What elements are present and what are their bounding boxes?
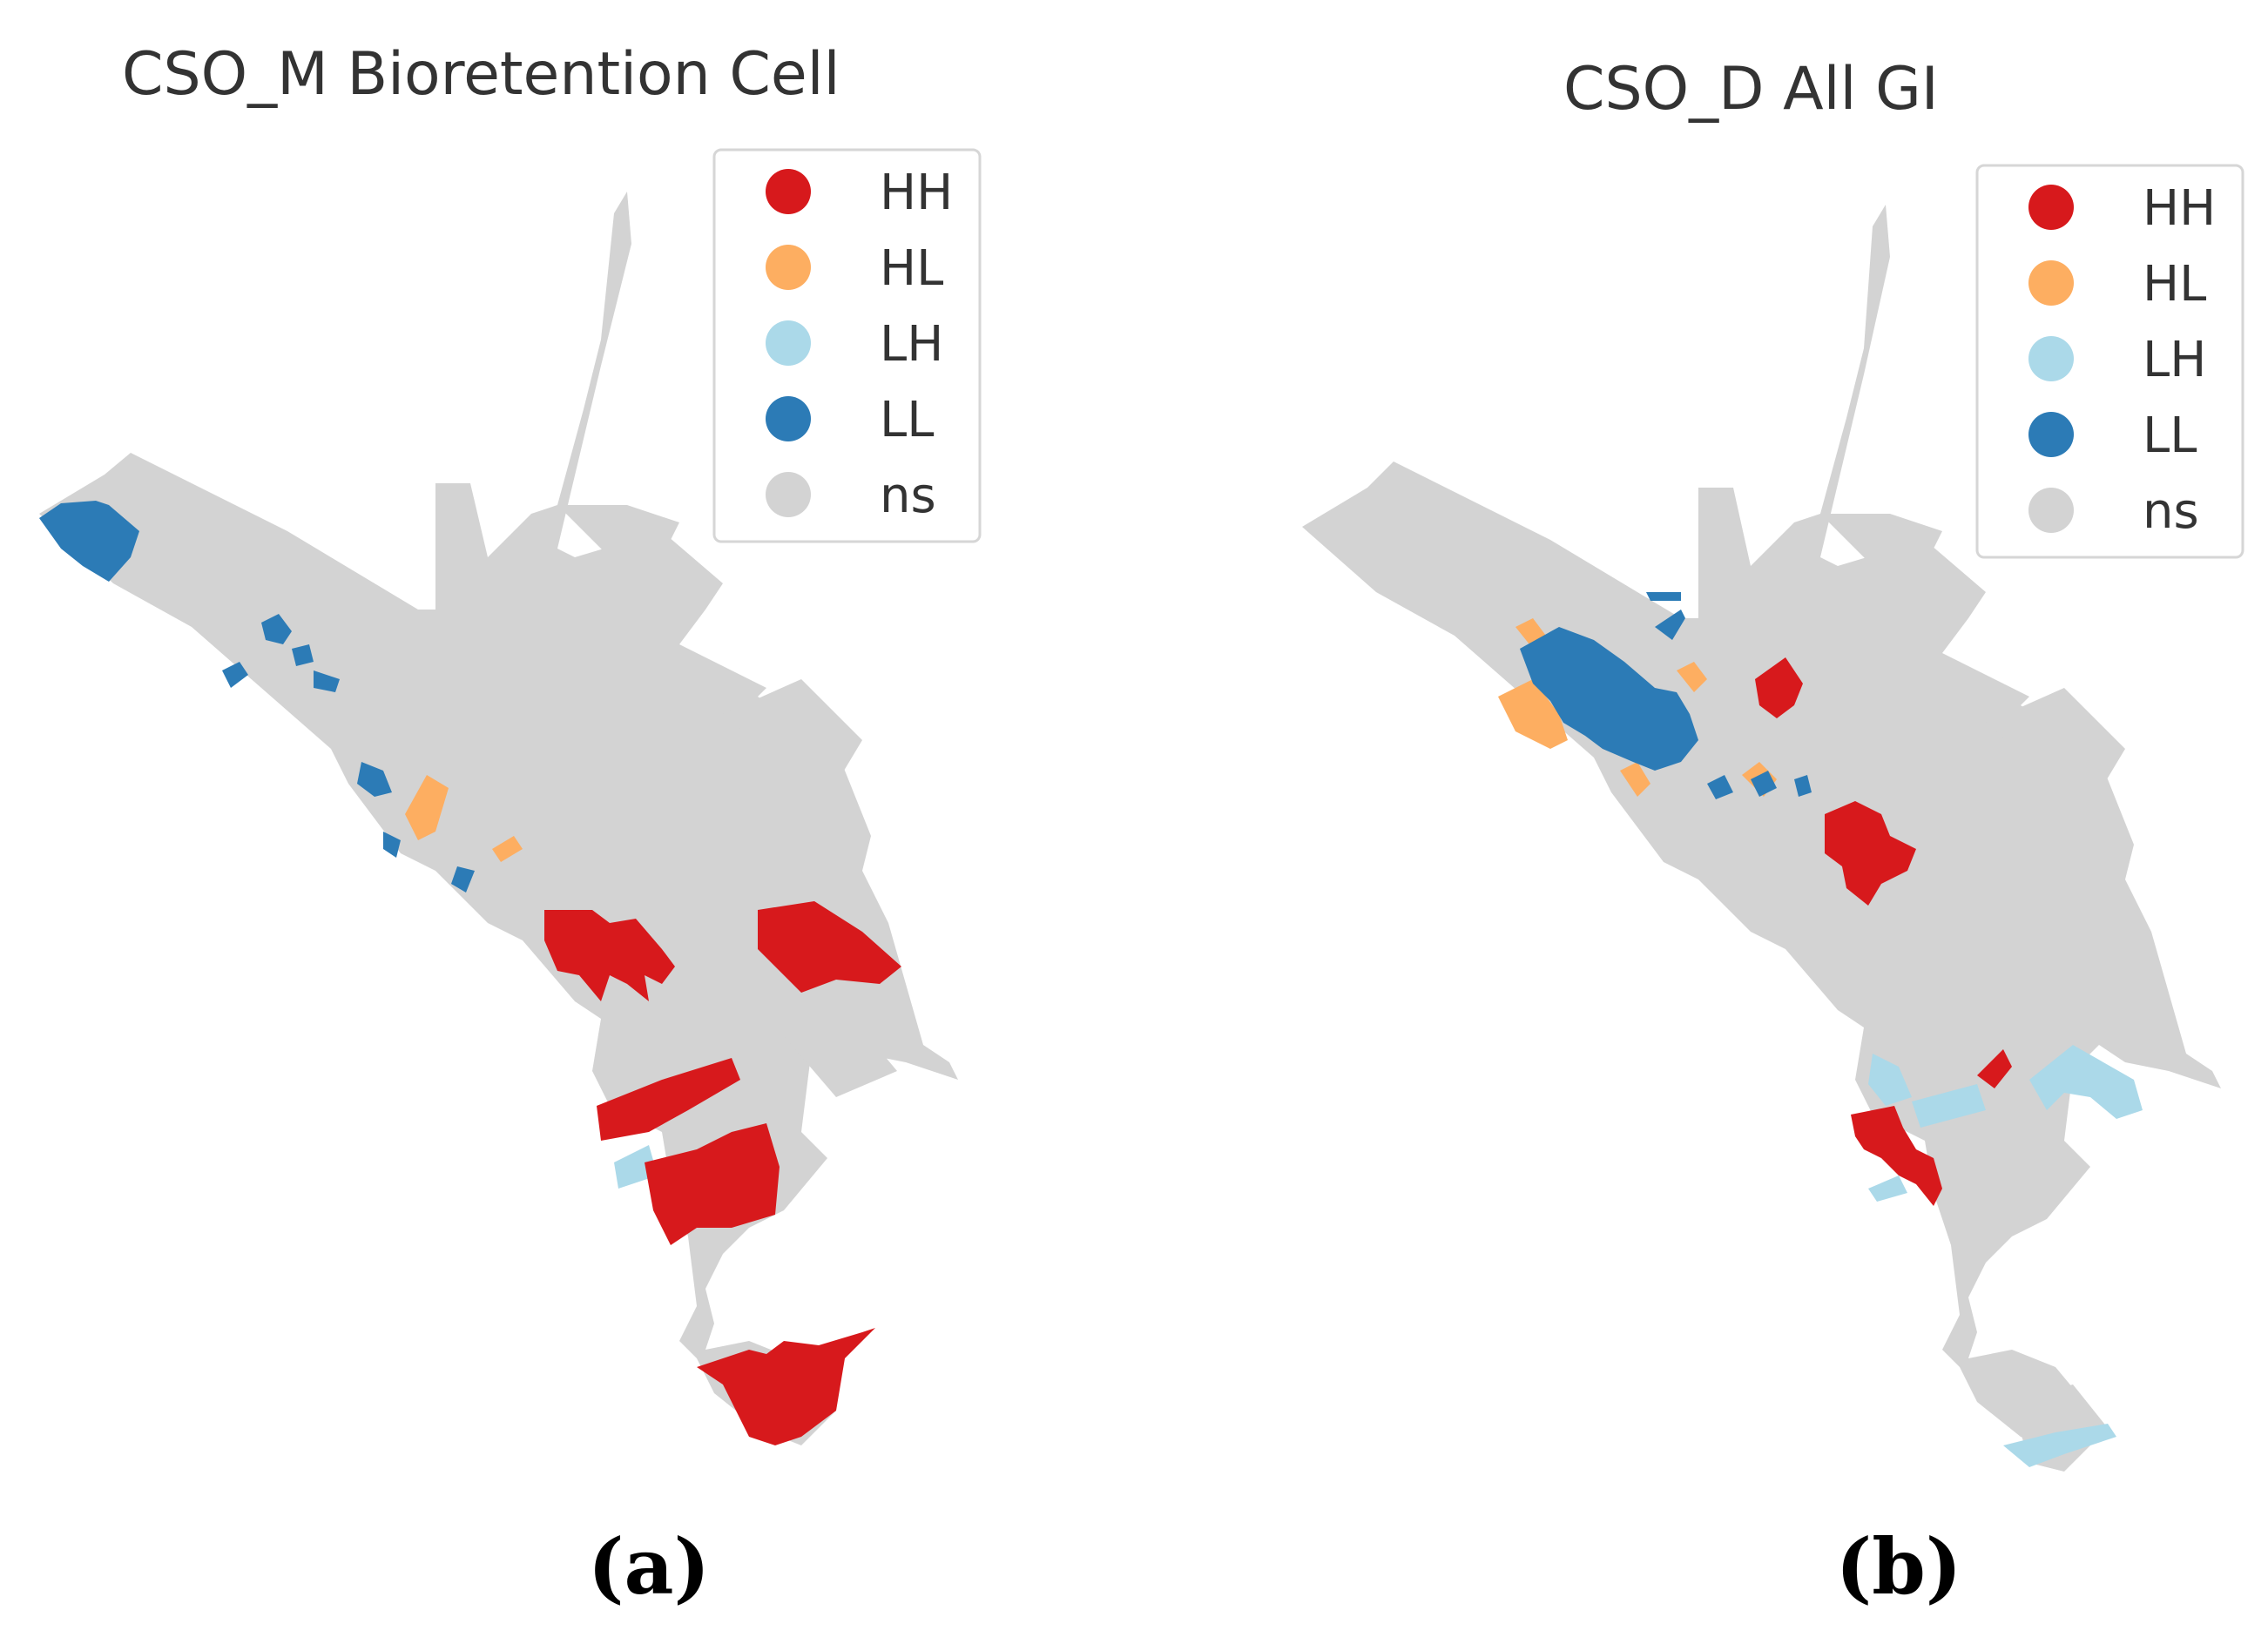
panel-b-LH-area xyxy=(1868,1176,1907,1202)
panel-a-LL-area xyxy=(39,501,139,582)
panel-b-map xyxy=(1302,205,2221,1472)
panel-b-LH-area xyxy=(2003,1424,2116,1467)
panel-b-legend: HH HL LH LL ns xyxy=(1975,164,2244,559)
panel-a: CSO_M Bioretention Cell xyxy=(39,40,982,1612)
panel-b-HL-area xyxy=(1498,679,1568,749)
panel-a-legend-ll-marker xyxy=(766,396,811,441)
panel-b-HL-area xyxy=(1677,662,1707,692)
panel-b-HH-area xyxy=(1851,1106,1942,1206)
panel-b: CSO_D All GI xyxy=(1302,55,2244,1612)
panel-a-HH-area xyxy=(645,1123,780,1245)
panel-b-HH-area xyxy=(1825,801,1916,906)
panel-b-LL-area xyxy=(1646,592,1681,601)
panel-b-legend-hl-label: HL xyxy=(2143,256,2206,313)
panel-b-LL-area xyxy=(1520,627,1698,771)
panel-a-ns-region xyxy=(557,505,679,557)
panel-b-legend-hh-marker xyxy=(2028,185,2074,230)
panel-b-legend-lh-marker xyxy=(2028,336,2074,381)
panel-b-HH-clusters xyxy=(1755,657,2012,1206)
panel-b-legend-hl-marker xyxy=(2028,260,2074,306)
panel-a-legend-hl-label: HL xyxy=(880,240,943,297)
panel-a-legend-ns-marker xyxy=(766,472,811,517)
panel-a-title: CSO_M Bioretention Cell xyxy=(122,40,840,109)
panel-a-HL-area xyxy=(492,836,523,862)
panel-a-legend-hh-label: HH xyxy=(880,165,953,221)
panel-a-LL-area xyxy=(451,866,475,893)
panel-a-HH-area xyxy=(697,1328,875,1445)
panel-b-LL-clusters xyxy=(1520,592,1812,799)
panel-b-HL-area xyxy=(1620,762,1650,797)
panel-a-map xyxy=(39,192,958,1445)
panel-b-LL-area xyxy=(1794,775,1812,797)
panel-b-ns-region xyxy=(1986,688,2125,792)
panel-a-legend-lh-label: LH xyxy=(880,316,943,373)
panel-b-title: CSO_D All GI xyxy=(1563,55,1939,124)
panel-a-label: (a) xyxy=(588,1521,710,1612)
panel-b-legend-hh-label: HH xyxy=(2143,180,2216,237)
panel-a-legend-lh-marker xyxy=(766,320,811,366)
panel-b-LH-clusters xyxy=(1868,1045,2143,1467)
panel-b-legend-ll-label: LL xyxy=(2143,408,2197,464)
panel-b-LH-area xyxy=(1912,1084,1986,1128)
panel-b-LL-area xyxy=(1707,775,1733,799)
panel-a-HH-area xyxy=(597,1058,740,1141)
panel-a-HH-clusters xyxy=(544,901,901,1445)
panel-a-legend-hl-marker xyxy=(766,245,811,290)
panel-a-HL-clusters xyxy=(405,775,523,862)
panel-b-LH-area xyxy=(1868,1054,1912,1106)
panel-a-LL-area xyxy=(222,662,248,688)
panel-a-HH-area xyxy=(544,910,675,1001)
panel-a-legend: HH HL LH LL ns xyxy=(712,148,982,543)
panel-a-LL-area xyxy=(292,644,314,666)
panel-a-ns-region xyxy=(39,192,958,1445)
panel-a-legend-ns-label: ns xyxy=(880,468,936,524)
panel-b-LL-area xyxy=(1751,771,1777,797)
panel-a-LL-area xyxy=(261,614,292,644)
panel-b-legend-ns-marker xyxy=(2028,488,2074,533)
panel-b-HH-area xyxy=(1755,657,1803,718)
panel-a-ns-region xyxy=(723,679,862,784)
panel-b-label: (b) xyxy=(1836,1521,1962,1612)
panel-a-HL-area xyxy=(405,775,449,840)
panel-a-LL-area xyxy=(314,670,340,692)
panel-b-HH-area xyxy=(1977,1049,2012,1088)
panel-a-ns-region xyxy=(784,1019,897,1097)
panel-a-legend-ll-label: LL xyxy=(880,392,934,448)
panel-b-legend-ns-label: ns xyxy=(2143,483,2199,540)
panel-b-legend-ll-marker xyxy=(2028,412,2074,457)
panel-b-ns-region xyxy=(1820,514,1942,566)
panel-a-LH-area xyxy=(614,1145,658,1189)
panel-a-legend-hh-marker xyxy=(766,169,811,214)
panel-a-LL-area xyxy=(357,762,392,797)
panel-a-LL-clusters xyxy=(39,501,475,893)
panel-a-LL-area xyxy=(383,832,401,858)
panel-a-HH-area xyxy=(758,901,901,993)
panel-a-LH-clusters xyxy=(614,1145,658,1189)
panel-b-LL-area xyxy=(1655,610,1685,640)
panel-b-LH-area xyxy=(2029,1045,2143,1119)
panel-b-legend-lh-label: LH xyxy=(2143,332,2206,388)
panel-b-ns-region xyxy=(1302,205,2221,1454)
